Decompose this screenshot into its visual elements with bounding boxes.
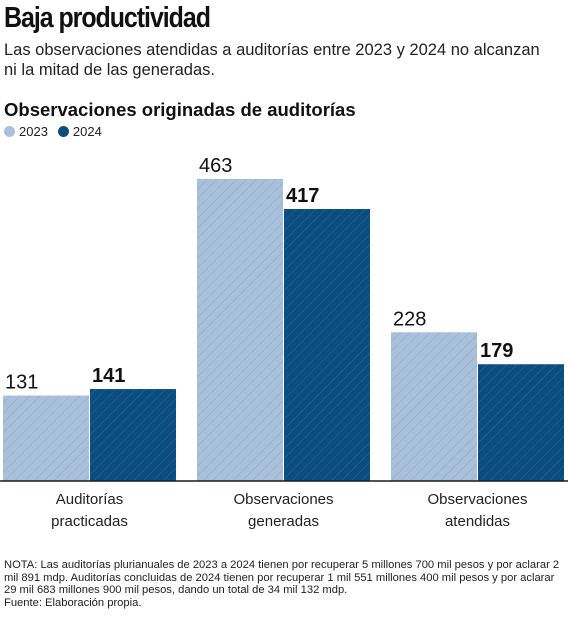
bar-2023-0 [3, 395, 89, 481]
chart-legend: 2023 2024 [4, 124, 112, 139]
data-label-2023-2: 228 [393, 308, 426, 330]
category-label-1-line-0: Observaciones [233, 491, 333, 508]
page-title: Baja productividad [4, 2, 211, 34]
legend-label-2024: 2024 [72, 124, 102, 139]
source-note: Fuente: Elaboración propia. [4, 597, 142, 609]
legend-swatch-2023 [4, 126, 15, 137]
data-label-2024-1: 417 [286, 185, 319, 207]
page-subtitle: Las observaciones atendidas a auditorías… [4, 41, 540, 79]
bar-2024-1 [284, 209, 370, 481]
bar-2024-0 [90, 389, 176, 481]
bar-2023-1 [197, 179, 283, 481]
data-label-2024-0: 141 [92, 365, 125, 387]
category-label-0-line-1: practicadas [51, 513, 128, 530]
category-label-2-line-1: atendidas [445, 513, 510, 530]
legend-label-2023: 2023 [19, 124, 48, 139]
bar-2023-2 [391, 332, 477, 481]
bar-2024-2 [478, 364, 564, 481]
data-label-2024-2: 179 [480, 340, 513, 362]
category-label-0-line-0: Auditorías [56, 491, 124, 508]
legend-item-2024: 2024 [57, 124, 102, 139]
legend-swatch-2024 [57, 126, 69, 137]
category-label-1-line-1: generadas [248, 513, 319, 530]
legend-item-2023: 2023 [4, 124, 48, 139]
chart-title: Observaciones originadas de auditorías [4, 99, 356, 120]
data-label-2023-0: 131 [5, 372, 38, 394]
data-label-2023-1: 463 [199, 155, 232, 177]
footnote: NOTA: Las auditorías plurianuales de 202… [4, 559, 560, 596]
bar-chart: 131 141 463 417 228 179 Auditorías practicadas… [0, 155, 568, 530]
category-label-2-line-0: Observaciones [427, 491, 527, 508]
